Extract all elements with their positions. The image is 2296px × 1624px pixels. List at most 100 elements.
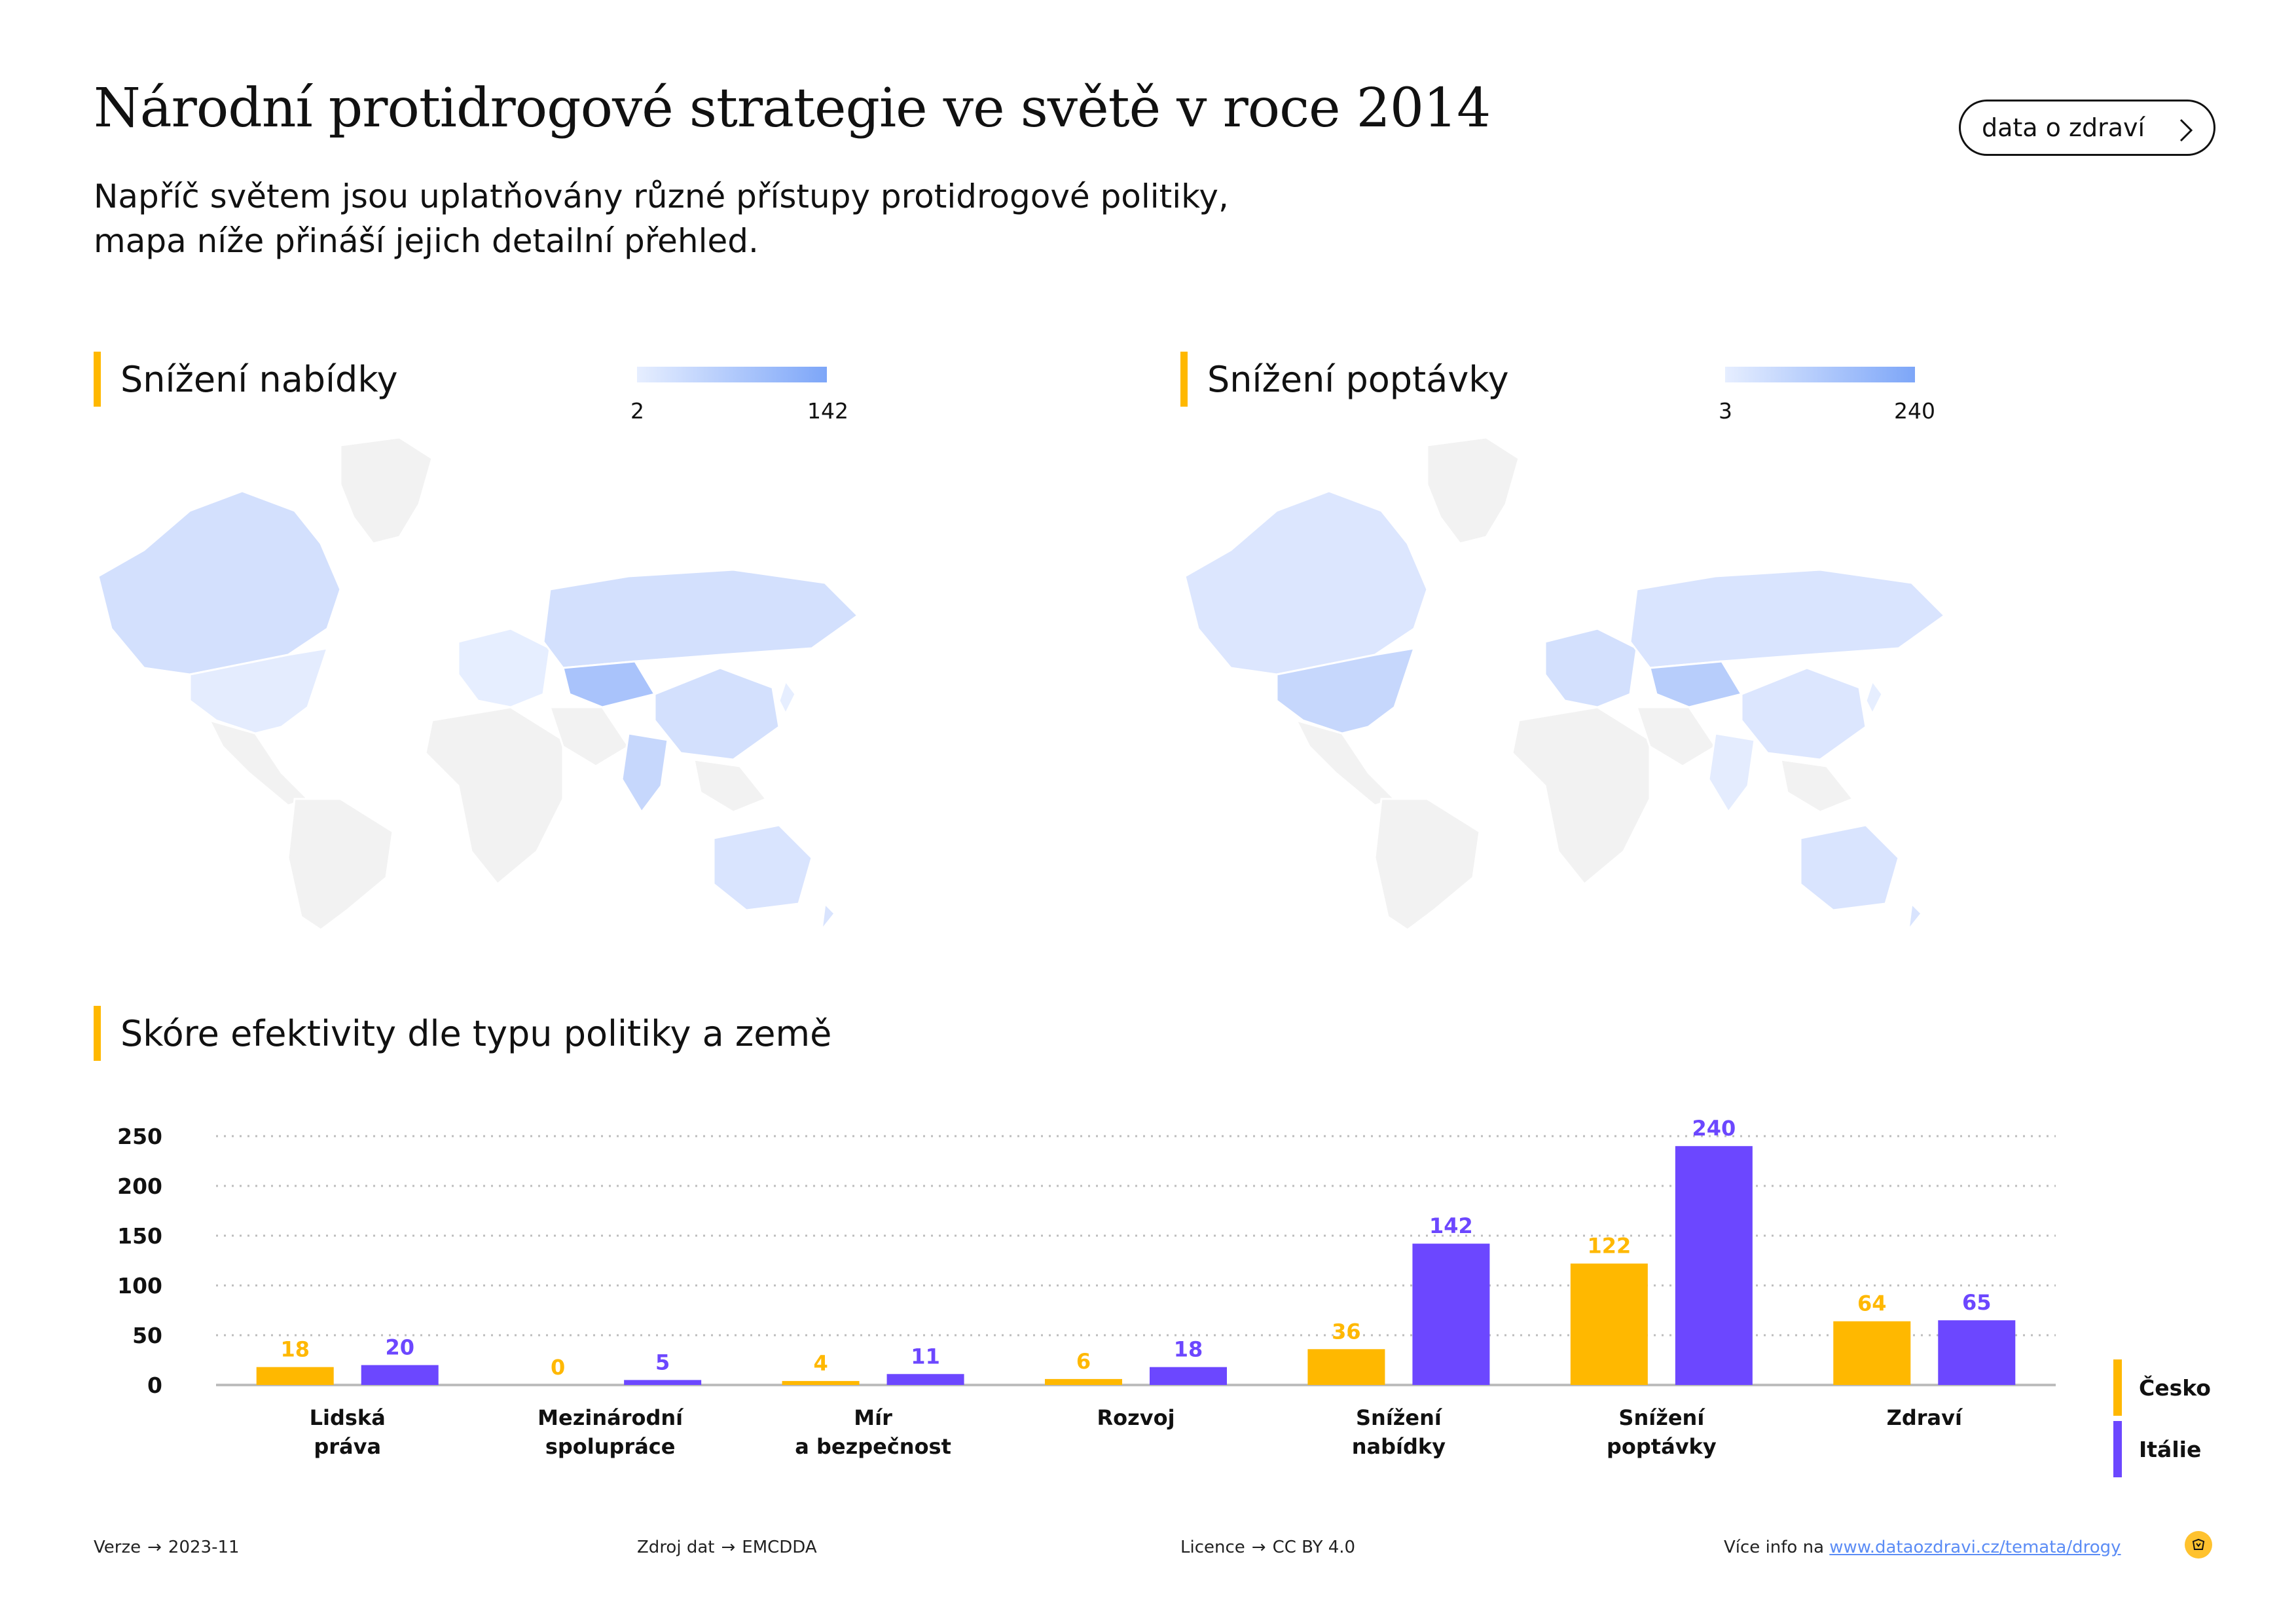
data-label: 5 (655, 1350, 670, 1375)
southeast-asia (693, 758, 768, 813)
bar-italie (361, 1365, 439, 1385)
footer-source-value: EMCDDA (742, 1538, 817, 1557)
legend-label-cesko: Česko (2139, 1375, 2211, 1401)
data-label: 20 (385, 1335, 414, 1360)
x-tick-label: Snížení (1618, 1405, 1705, 1430)
data-label: 65 (1962, 1290, 1992, 1315)
map-title-demand: Snížení poptávky (1207, 358, 1509, 400)
japan (1865, 678, 1884, 716)
footer-version: Verze → 2023-11 (94, 1538, 240, 1557)
logo-icon (2185, 1531, 2212, 1559)
subtitle-line-1: Napříč světem jsou uplatňovány různé pří… (94, 177, 1229, 215)
x-tick-label: práva (314, 1434, 381, 1459)
bar-italie (1938, 1320, 2016, 1385)
data-label: 11 (911, 1344, 940, 1369)
y-tick-label: 100 (117, 1273, 162, 1299)
map-section-head-supply: Snížení nabídky (94, 352, 398, 407)
accent-bar (1180, 352, 1188, 407)
map-legend-max-supply: 142 (807, 398, 848, 424)
middle-east (1635, 706, 1717, 767)
africa (424, 706, 564, 886)
canada (97, 490, 342, 676)
page-title: Národní protidrogové strategie ve světě … (94, 77, 1491, 139)
footer-info-label: Více info na (1724, 1538, 1825, 1557)
legend-swatch-cesko (2113, 1359, 2122, 1416)
data-label: 240 (1692, 1116, 1736, 1141)
arrow-right-icon: → (147, 1538, 162, 1557)
legend-item-italie: Itálie (2113, 1421, 2201, 1477)
bar-cesko (1570, 1263, 1648, 1385)
footer-license-value: CC BY 4.0 (1272, 1538, 1356, 1557)
bar-cesko (1307, 1349, 1385, 1385)
footer-info-link[interactable]: www.dataozdravi.cz/temata/drogy (1829, 1538, 2121, 1557)
accent-bar (94, 1006, 101, 1061)
data-label: 4 (813, 1351, 828, 1376)
data-label: 64 (1857, 1291, 1887, 1316)
data-label: 18 (1174, 1337, 1203, 1362)
bar-cesko (256, 1367, 334, 1385)
new-zealand (820, 901, 837, 934)
japan (778, 678, 797, 716)
y-tick-label: 50 (132, 1323, 162, 1348)
footer-license-label: Licence (1180, 1538, 1245, 1557)
legend-label-italie: Itálie (2139, 1436, 2202, 1462)
data-o-zdravi-button[interactable]: data o zdraví (1959, 100, 2215, 156)
bar-italie (1412, 1244, 1490, 1385)
y-tick-label: 150 (117, 1223, 162, 1249)
bar-italie (886, 1374, 964, 1385)
bar-cesko (1045, 1378, 1122, 1385)
footer-source-label: Zdroj dat (637, 1538, 715, 1557)
arrow-right-icon: → (721, 1538, 736, 1557)
usa (1275, 647, 1416, 735)
legend-swatch-italie (2113, 1421, 2122, 1477)
data-label: 122 (1587, 1234, 1631, 1259)
footer-version-value: 2023-11 (168, 1538, 240, 1557)
usa (189, 647, 329, 735)
canada (1184, 490, 1429, 676)
data-label: 0 (551, 1355, 565, 1380)
map-legend-gradient-demand (1725, 367, 1915, 382)
australia (1799, 824, 1900, 912)
southeast-asia (1779, 758, 1855, 813)
x-tick-label: Rozvoj (1097, 1405, 1175, 1430)
x-tick-label: Mír (854, 1405, 892, 1430)
world-map-supply (97, 436, 860, 934)
nav-button-label: data o zdraví (1982, 113, 2145, 142)
page-subtitle: Napříč světem jsou uplatňovány různé pří… (94, 174, 1534, 263)
x-tick-label: Lidská (310, 1405, 386, 1430)
australia (712, 824, 813, 912)
india (1707, 732, 1756, 814)
europe (1544, 627, 1638, 709)
data-label: 36 (1332, 1319, 1361, 1344)
china (653, 667, 780, 761)
map-section-head-demand: Snížení poptávky (1180, 352, 1509, 407)
map-legend-min-supply: 2 (630, 398, 644, 424)
bar-chart: 0 50 100 150 200 250 18 20 Lidská práva 0 5 Mezináro… (117, 1116, 2056, 1459)
middle-east (548, 706, 630, 767)
russia (542, 568, 860, 669)
footer-version-label: Verze (94, 1538, 141, 1557)
bar-italie (1675, 1146, 1753, 1385)
map-legend-gradient-supply (637, 367, 827, 382)
data-label: 6 (1076, 1349, 1091, 1374)
greenland (1426, 436, 1520, 545)
india (621, 732, 669, 814)
chart-title: Skóre efektivity dle typu politiky a zem… (120, 1012, 832, 1054)
russia (1629, 568, 1946, 669)
x-tick-label: Snížení (1356, 1405, 1443, 1430)
bar-cesko (1833, 1321, 1911, 1385)
x-tick-label: Mezinárodní (538, 1405, 684, 1430)
kazakhstan (1649, 660, 1743, 709)
footer-info: Více info na www.dataozdravi.cz/temata/d… (1724, 1538, 2121, 1557)
legend-item-cesko: Česko (2113, 1359, 2211, 1416)
map-title-supply: Snížení nabídky (120, 358, 398, 400)
x-tick-label: nabídky (1352, 1434, 1446, 1459)
x-tick-label: Zdraví (1887, 1405, 1963, 1430)
x-tick-label: spolupráce (545, 1434, 676, 1459)
x-tick-label: a bezpečnost (795, 1434, 951, 1459)
south-america (287, 798, 394, 931)
chevron-right-icon (2179, 119, 2193, 142)
europe (457, 627, 551, 709)
map-legend-min-demand: 3 (1719, 398, 1732, 424)
map-legend-max-demand: 240 (1894, 398, 1935, 424)
